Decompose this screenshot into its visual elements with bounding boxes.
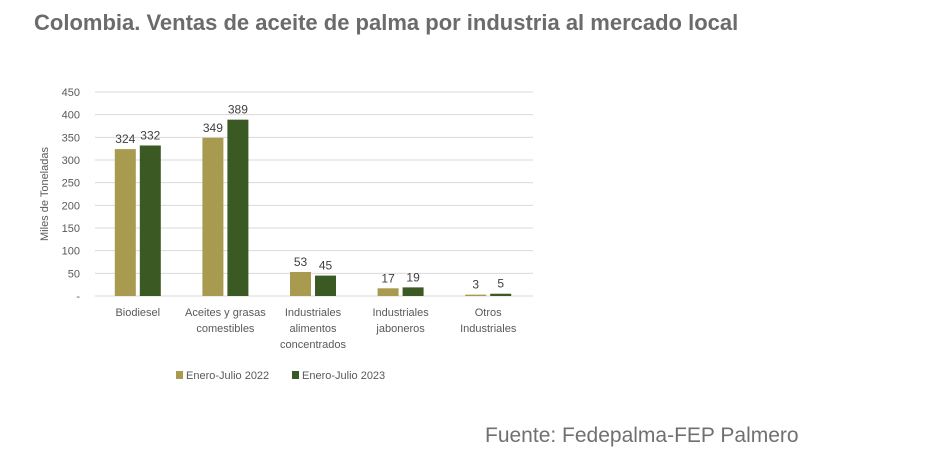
bar (114, 149, 136, 296)
data-label: 45 (319, 259, 333, 273)
data-label: 53 (294, 255, 308, 269)
bar (402, 287, 424, 296)
bar (315, 275, 336, 296)
y-tick-label: 350 (62, 132, 80, 144)
legend-label: Enero-Julio 2022 (186, 370, 269, 382)
x-tick-label: Aceites y grasas (185, 307, 266, 319)
y-tick-label: - (76, 291, 80, 303)
x-tick-label: Biodiesel (115, 307, 160, 319)
y-tick-label: 150 (62, 223, 80, 235)
data-label: 5 (497, 277, 504, 291)
x-tick-label: Industriales (372, 307, 429, 319)
bar (377, 288, 399, 296)
x-tick-label: Industriales (460, 323, 517, 335)
bar (290, 271, 311, 296)
x-tick-label: concentrados (280, 339, 347, 351)
x-tick-label: comestibles (196, 323, 255, 335)
y-tick-label: 100 (62, 246, 80, 258)
y-tick-label: 300 (62, 155, 80, 167)
bar (490, 293, 512, 296)
bar (202, 137, 224, 296)
x-tick-label: jaboneros (375, 323, 425, 335)
legend-swatch (176, 371, 183, 379)
x-tick-label: alimentos (289, 323, 337, 335)
data-label: 332 (140, 128, 160, 142)
source-note: Fuente: Fedepalma-FEP Palmero (485, 424, 799, 447)
bar (227, 119, 249, 296)
x-tick-label: Otros (475, 307, 502, 319)
data-label: 3 (472, 278, 479, 292)
y-axis-label: Miles de Toneladas (39, 147, 51, 241)
data-label: 17 (381, 271, 395, 285)
bar (465, 294, 487, 296)
legend-swatch (292, 371, 299, 379)
data-label: 324 (115, 132, 135, 146)
data-label: 19 (406, 270, 420, 284)
y-tick-label: 50 (68, 268, 80, 280)
data-label: 389 (228, 103, 248, 117)
bar (139, 145, 161, 296)
data-label: 349 (203, 121, 223, 135)
y-tick-label: 200 (62, 200, 80, 212)
y-tick-label: 250 (62, 178, 80, 190)
y-tick-label: 450 (62, 87, 80, 99)
legend-label: Enero-Julio 2023 (302, 370, 385, 382)
page-title: Colombia. Ventas de aceite de palma por … (34, 10, 739, 35)
x-tick-label: Industriales (285, 307, 342, 319)
y-tick-label: 400 (62, 110, 80, 122)
